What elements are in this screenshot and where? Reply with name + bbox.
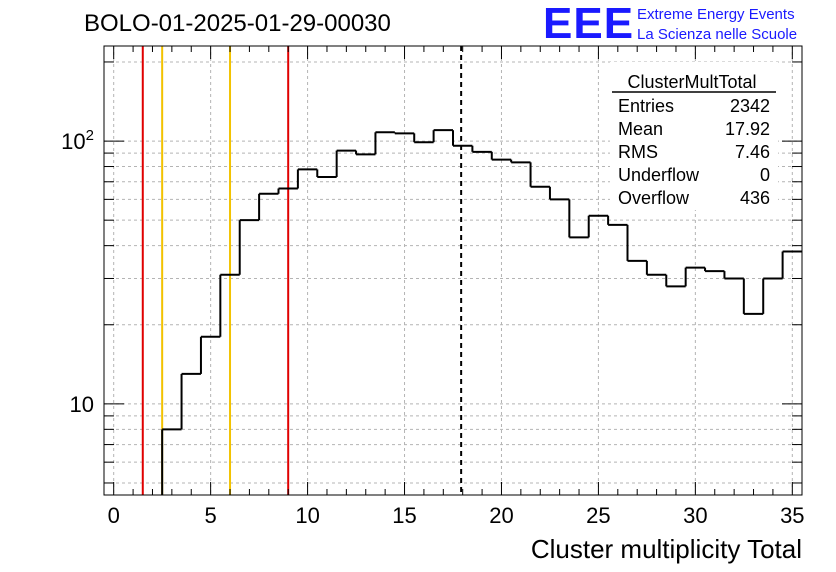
histogram-series bbox=[161, 129, 802, 495]
stats-box-title: ClusterMultTotal bbox=[627, 72, 756, 92]
x-tick-label: 30 bbox=[683, 503, 707, 528]
y-tick-label: 10 bbox=[70, 392, 94, 417]
eee-logo-line2: La Scienza nelle Scuole bbox=[637, 26, 798, 43]
stats-row-value: 2342 bbox=[730, 96, 770, 116]
axis-ticks bbox=[104, 46, 802, 495]
x-tick-label: 0 bbox=[108, 503, 120, 528]
x-axis-label: Cluster multiplicity Total bbox=[530, 534, 802, 564]
x-tick-label: 35 bbox=[780, 503, 804, 528]
stats-row-label: Underflow bbox=[618, 165, 700, 185]
plot-frame bbox=[103, 45, 803, 496]
x-tick-label: 10 bbox=[295, 503, 319, 528]
stats-row-value: 436 bbox=[740, 188, 770, 208]
x-tick-label: 25 bbox=[586, 503, 610, 528]
stats-row-value: 7.46 bbox=[735, 142, 770, 162]
grid-lines bbox=[104, 46, 802, 495]
stats-row-label: RMS bbox=[618, 142, 658, 162]
stats-row-value: 0 bbox=[760, 165, 770, 185]
stats-row-label: Overflow bbox=[618, 188, 690, 208]
eee-logo-line1: Extreme Energy Events bbox=[637, 6, 795, 23]
stats-row-label: Mean bbox=[618, 119, 663, 139]
stats-row-label: Entries bbox=[618, 96, 674, 116]
stats-row-value: 17.92 bbox=[725, 119, 770, 139]
x-tick-label: 5 bbox=[205, 503, 217, 528]
stats-box-background bbox=[610, 62, 778, 210]
stats-box: ClusterMultTotal Entries 2342 Mean 17.92 RMS 7… bbox=[610, 62, 778, 210]
eee-logo-mark: EEE bbox=[543, 0, 635, 48]
y-tick-label: 102 bbox=[61, 127, 94, 154]
x-tick-label: 20 bbox=[489, 503, 513, 528]
x-tick-label: 15 bbox=[392, 503, 416, 528]
eee-logo: EEE Extreme Energy Events La Scienza nel… bbox=[543, 0, 833, 48]
run-title: BOLO-01-2025-01-29-00030 bbox=[84, 10, 391, 37]
